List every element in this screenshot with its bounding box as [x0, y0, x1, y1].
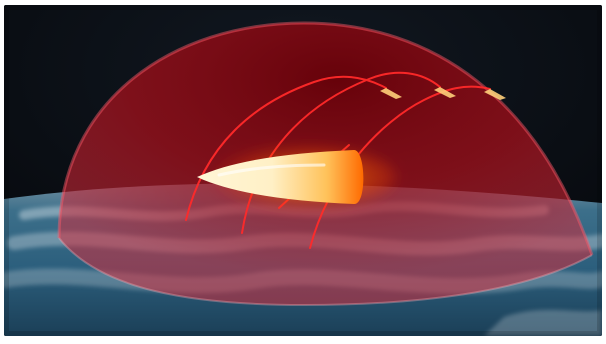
dome-rim: [57, 21, 594, 256]
scene-svg: [4, 5, 602, 336]
dome-base-glow: [58, 237, 593, 307]
defense-dome-illustration: [4, 5, 602, 336]
incoming-missiles: [380, 87, 506, 100]
glowing-projectile: [197, 145, 396, 209]
